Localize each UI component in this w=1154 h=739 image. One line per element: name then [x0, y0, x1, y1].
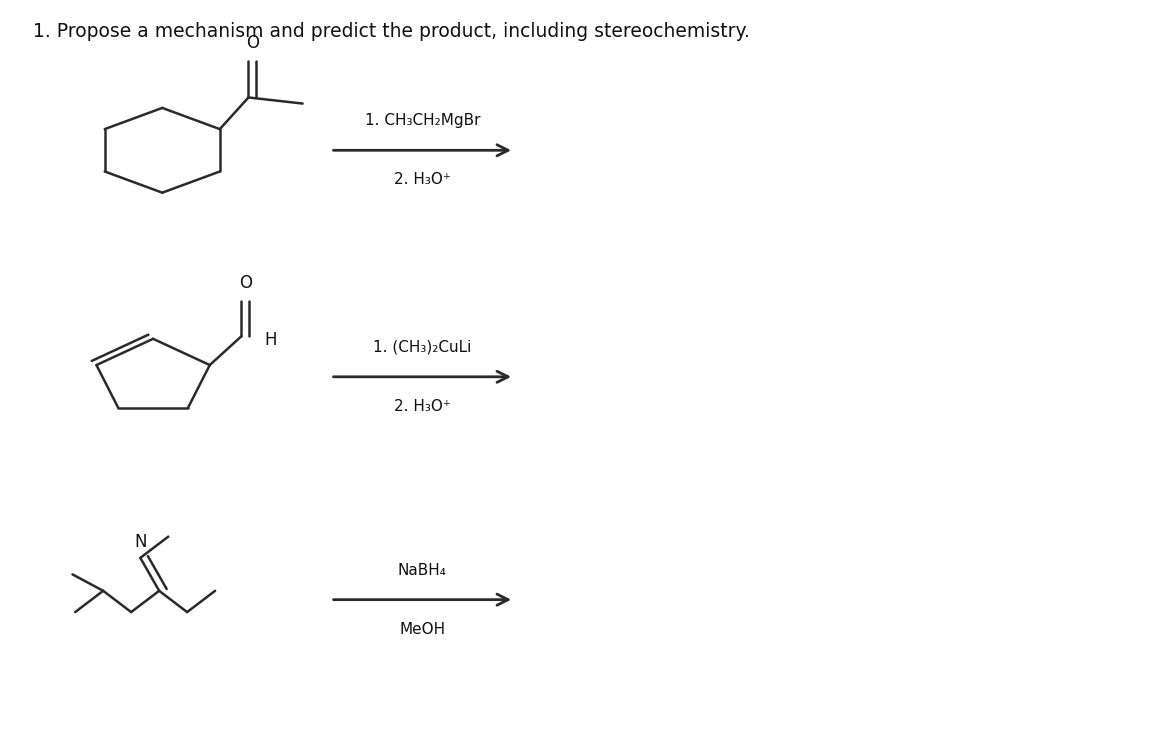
Text: NaBH₄: NaBH₄ — [398, 562, 447, 578]
Text: 1. Propose a mechanism and predict the product, including stereochemistry.: 1. Propose a mechanism and predict the p… — [32, 22, 750, 41]
Text: 2. H₃O⁺: 2. H₃O⁺ — [394, 172, 451, 187]
Text: 1. (CH₃)₂CuLi: 1. (CH₃)₂CuLi — [373, 340, 472, 355]
Text: MeOH: MeOH — [399, 621, 445, 636]
Text: H: H — [264, 331, 277, 349]
Text: O: O — [246, 34, 258, 52]
Text: 2. H₃O⁺: 2. H₃O⁺ — [394, 399, 451, 414]
Text: 1. CH₃CH₂MgBr: 1. CH₃CH₂MgBr — [365, 113, 480, 129]
Text: O: O — [239, 274, 252, 293]
Text: N: N — [134, 533, 147, 551]
